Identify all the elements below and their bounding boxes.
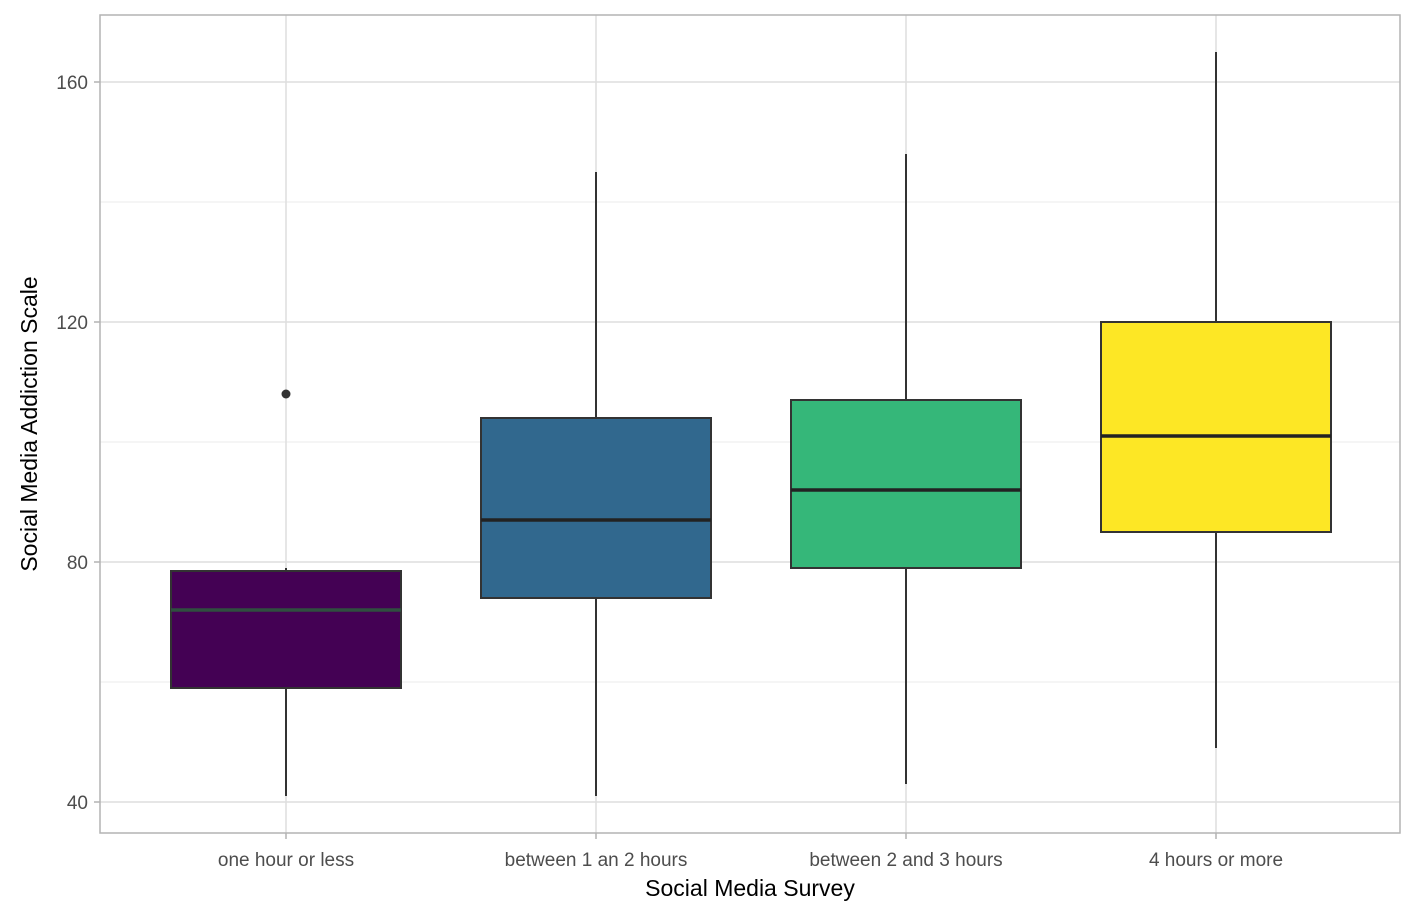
box-4 [1100, 52, 1332, 748]
x-tick-label: between 2 and 3 hours [809, 850, 1002, 871]
y-tick-label: 40 [67, 793, 88, 814]
box-3 [790, 154, 1022, 784]
y-tick-label: 160 [56, 73, 88, 94]
y-tick-label: 120 [56, 313, 88, 334]
box-1 [170, 389, 402, 796]
box-body [480, 417, 712, 599]
y-axis-title: Social Media Addiction Scale [16, 276, 42, 571]
box-body [1100, 321, 1332, 533]
box-2 [480, 172, 712, 796]
y-axis: 40 80 120 160 [56, 73, 100, 814]
plot-panel-border [99, 14, 1401, 834]
box-body [170, 570, 402, 689]
x-tick-label: one hour or less [218, 850, 354, 871]
y-tick-label: 80 [67, 553, 88, 574]
x-axis: one hour or less between 1 an 2 hours betw… [218, 833, 1283, 871]
outlier-point [281, 389, 291, 399]
boxes [170, 52, 1332, 796]
x-axis-title: Social Media Survey [645, 875, 855, 901]
box-body [790, 399, 1022, 569]
x-tick-label: between 1 an 2 hours [505, 850, 688, 871]
x-tick-label: 4 hours or more [1149, 850, 1283, 871]
